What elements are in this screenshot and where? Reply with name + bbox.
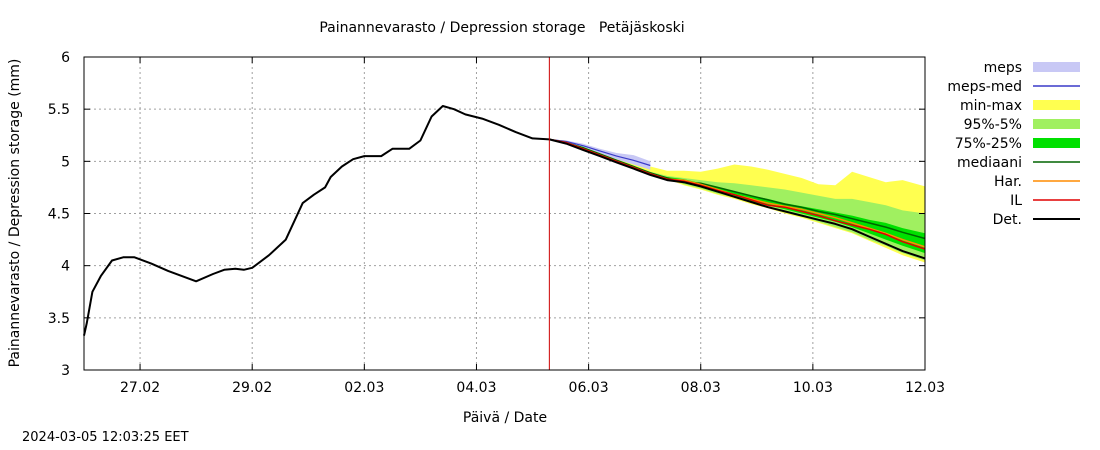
timestamp: 2024-03-05 12:03:25 EET xyxy=(22,430,189,445)
x-tick-label: 29.02 xyxy=(232,380,272,396)
legend-label: min-max xyxy=(960,98,1022,114)
mediaani-line xyxy=(549,138,926,240)
y-tick-label: 5 xyxy=(61,154,70,170)
meps-med-line xyxy=(549,138,651,167)
legend-swatch-meps xyxy=(1033,62,1080,72)
y-tick-label: 3 xyxy=(61,363,70,379)
legend-label: meps xyxy=(984,60,1022,76)
x-tick-label: 27.02 xyxy=(120,380,160,396)
x-axis-label: Päivä / Date xyxy=(463,410,547,426)
line-layer xyxy=(83,57,926,370)
y-axis-label: Painannevarasto / Depression storage (mm… xyxy=(7,59,23,368)
det-line xyxy=(549,138,926,260)
legend-label: meps-med xyxy=(947,79,1022,95)
x-tick-label: 12.03 xyxy=(905,380,945,396)
x-tick-label: 08.03 xyxy=(681,380,721,396)
legend-label: 75%-25% xyxy=(955,136,1022,152)
tick-layer: 3 3.5 4 4.5 5 5.5 6 27.02 29.02 02.03 04.03 06.03 08… xyxy=(48,50,945,396)
legend-swatch-min_max xyxy=(1033,100,1080,110)
legend-label: mediaani xyxy=(957,155,1022,171)
y-tick-label: 5.5 xyxy=(48,102,70,118)
y-tick-label: 4 xyxy=(61,259,70,275)
chart-title: Painannevarasto / Depression storage Pet… xyxy=(319,20,684,36)
legend-label: IL xyxy=(1010,193,1022,209)
x-tick-label: 02.03 xyxy=(344,380,384,396)
grid-layer xyxy=(84,57,925,370)
legend-label: 95%-5% xyxy=(964,117,1022,133)
x-tick-label: 10.03 xyxy=(793,380,833,396)
legend-label: Det. xyxy=(993,212,1022,228)
legend-label: Har. xyxy=(994,174,1022,190)
y-tick-label: 6 xyxy=(61,50,70,66)
legend-swatch-p75_25 xyxy=(1033,138,1080,148)
y-tick-label: 3.5 xyxy=(48,311,70,327)
x-tick-label: 04.03 xyxy=(456,380,496,396)
legend-swatch-p95_5 xyxy=(1033,119,1080,129)
legend: meps meps-med min-max 95%-5% 75%-25% mediaani… xyxy=(947,60,1080,228)
y-tick-label: 4.5 xyxy=(48,207,70,223)
x-tick-label: 06.03 xyxy=(569,380,609,396)
observed-line xyxy=(83,105,550,336)
